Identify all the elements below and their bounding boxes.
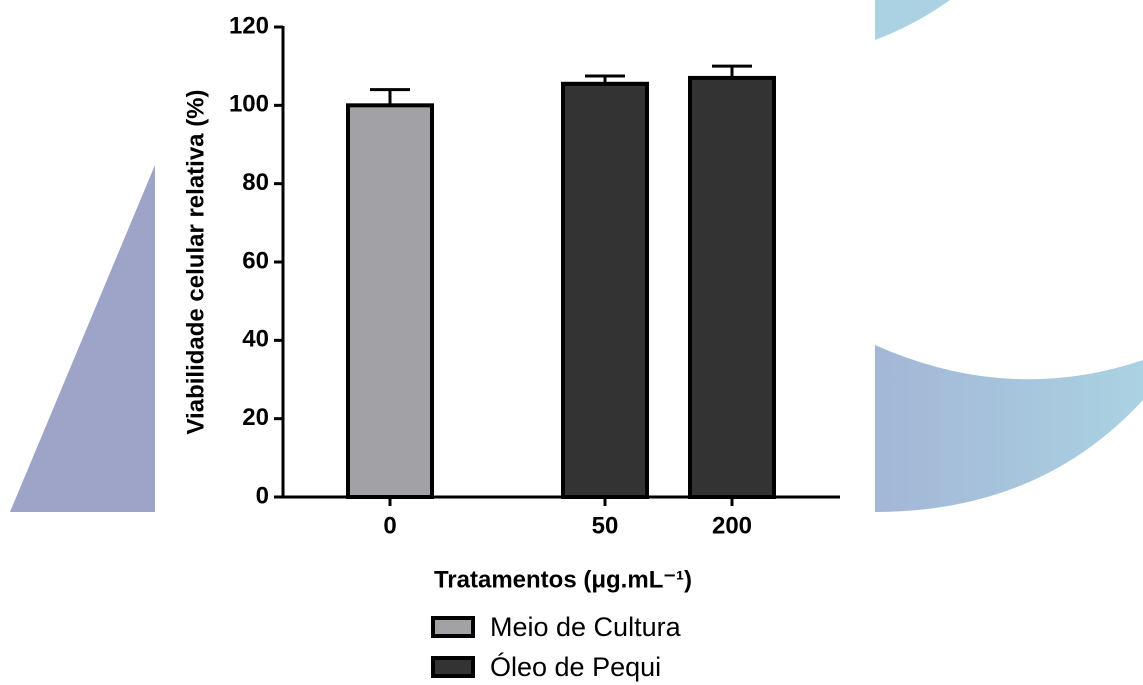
bar [688, 75, 776, 500]
y-tick-label: 120 [229, 12, 269, 39]
x-tick-label: 0 [383, 512, 396, 539]
bar [561, 81, 649, 500]
y-tick-label: 0 [256, 482, 269, 509]
x-tick-label: 200 [712, 512, 752, 539]
y-tick-label: 40 [242, 326, 269, 353]
legend-label: Óleo de Pequi [490, 651, 661, 682]
background-decoration [10, 0, 1143, 512]
y-tick-label: 100 [229, 91, 269, 118]
x-axis-title: Tratamentos (μg.mL⁻¹) [434, 566, 692, 593]
y-tick-label: 80 [242, 169, 269, 196]
bar [346, 103, 434, 499]
y-axis-title: Viabilidade celular relativa (%) [182, 89, 209, 434]
legend-swatch [431, 616, 475, 638]
legend-label: Meio de Cultura [490, 612, 682, 642]
x-tick-label: 50 [592, 512, 619, 539]
legend-swatch [431, 656, 475, 678]
y-tick-label: 20 [242, 404, 269, 431]
y-tick-label: 60 [242, 247, 269, 274]
